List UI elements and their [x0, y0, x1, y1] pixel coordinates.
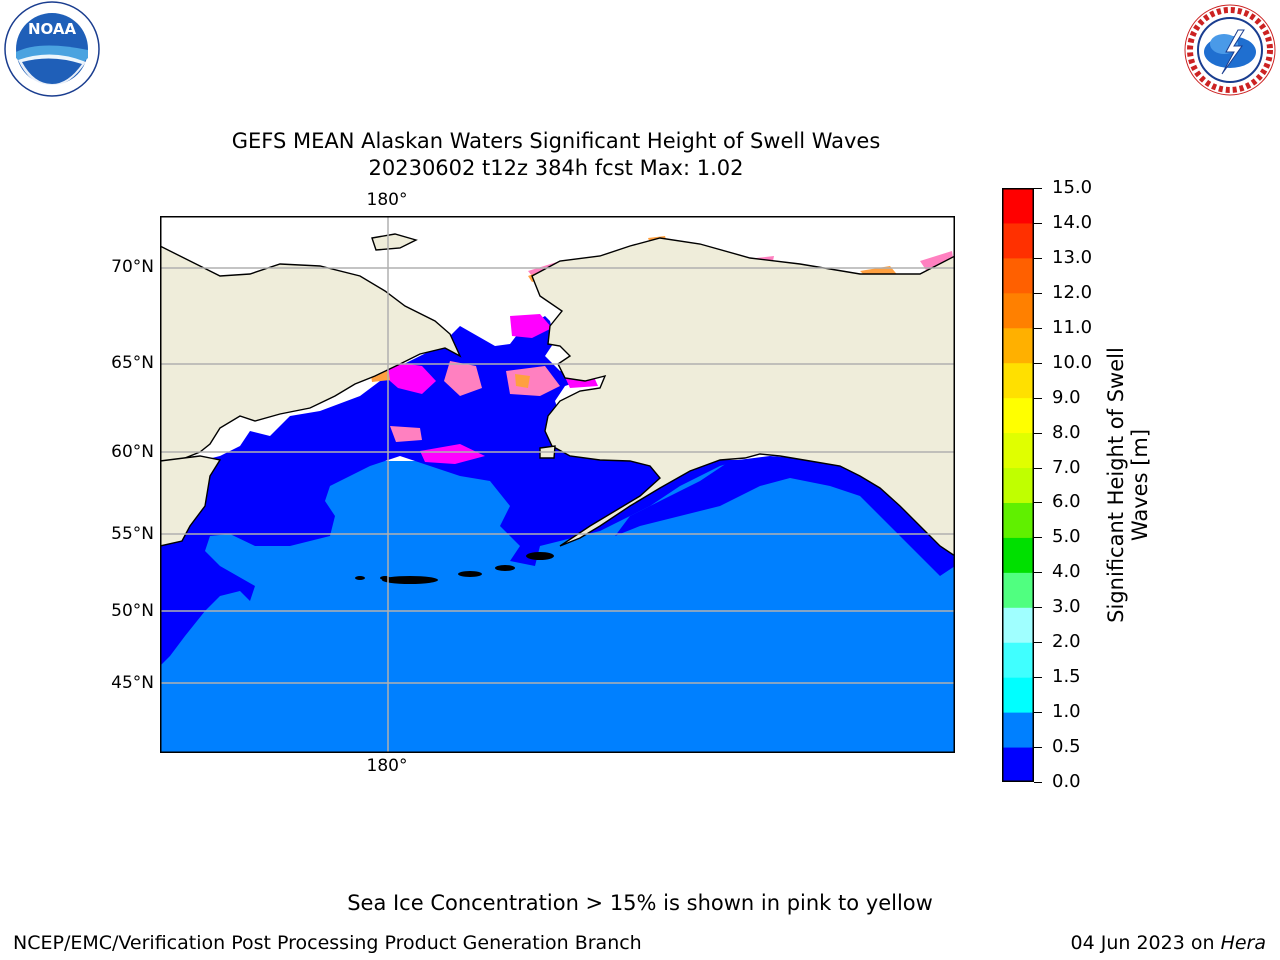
lat-label-45: 45°N	[111, 673, 154, 693]
colorbar-tick-mark	[1034, 222, 1042, 224]
colorbar-tick-mark	[1034, 537, 1042, 539]
colorbar-bin	[1002, 292, 1034, 329]
colorbar-tick-label: 0.5	[1052, 736, 1081, 758]
graticule	[160, 216, 955, 753]
sea-ice-note: Sea Ice Concentration > 15% is shown in …	[347, 891, 933, 915]
run-date: 04 Jun 2023 on Hera	[1071, 932, 1266, 954]
colorbar-tick-label: 6.0	[1052, 491, 1081, 513]
lat-label-55: 55°N	[111, 524, 154, 544]
lon-label-bottom: 180°	[366, 756, 408, 776]
lon-label-top: 180°	[366, 190, 408, 210]
swell-height-map	[160, 216, 955, 753]
colorbar-tick-label: 13.0	[1052, 246, 1093, 268]
colorbar-bin	[1002, 572, 1034, 608]
colorbar-tick-mark	[1034, 432, 1042, 434]
colorbar-bin	[1002, 677, 1034, 713]
colorbar-tick-mark	[1034, 327, 1042, 329]
lat-label-60: 60°N	[111, 442, 154, 462]
colorbar-tick-label: 3.0	[1052, 596, 1081, 618]
machine-name: Hera	[1220, 932, 1266, 954]
lat-label-65: 65°N	[111, 353, 154, 373]
colorbar-tick-label: 2.0	[1052, 631, 1081, 653]
colorbar-bin	[1002, 188, 1034, 224]
colorbar-bin	[1002, 502, 1034, 538]
colorbar-tick-mark	[1034, 572, 1042, 574]
colorbar-bin	[1002, 432, 1034, 469]
colorbar-bin	[1002, 397, 1034, 434]
colorbar-bin	[1002, 327, 1034, 364]
colorbar-bin	[1002, 537, 1034, 573]
colorbar-tick-label: 12.0	[1052, 281, 1093, 303]
colorbar-tick-mark	[1034, 712, 1042, 714]
colorbar-bin	[1002, 747, 1034, 782]
colorbar-tick-mark	[1034, 188, 1042, 189]
colorbar-bin	[1002, 222, 1034, 259]
colorbar-tick-label: 1.0	[1052, 701, 1081, 723]
colorbar-tick-label: 1.5	[1052, 666, 1081, 688]
colorbar-tick-mark	[1034, 257, 1042, 259]
colorbar-tick-mark	[1034, 502, 1042, 504]
branch-credit: NCEP/EMC/Verification Post Processing Pr…	[13, 932, 642, 954]
colorbar-label-line2: Waves [m]	[1128, 428, 1152, 542]
lat-label-70: 70°N	[111, 257, 154, 277]
colorbar-tick-mark	[1034, 467, 1042, 469]
colorbar-tick-label: 7.0	[1052, 456, 1081, 478]
colorbar	[1002, 188, 1034, 782]
colorbar-label-line1: Significant Height of Swell	[1104, 347, 1128, 623]
colorbar-tick-mark	[1034, 747, 1042, 749]
colorbar-bin	[1002, 362, 1034, 399]
colorbar-tick-label: 11.0	[1052, 316, 1093, 338]
lat-label-50: 50°N	[111, 601, 154, 621]
colorbar-bin	[1002, 607, 1034, 643]
colorbar-bin	[1002, 642, 1034, 678]
colorbar-tick-label: 14.0	[1052, 211, 1093, 233]
noaa-logo: NOAA	[0, 0, 104, 100]
nws-logo	[1178, 0, 1280, 100]
colorbar-bin	[1002, 712, 1034, 748]
noaa-logo-text: NOAA	[28, 20, 77, 38]
colorbar-tick-label: 15.0	[1052, 177, 1093, 198]
colorbar-tick-mark	[1034, 642, 1042, 644]
colorbar-tick-mark	[1034, 607, 1042, 609]
colorbar-tick-mark	[1034, 362, 1042, 364]
colorbar-tick-label: 9.0	[1052, 386, 1081, 408]
map-subtitle: 20230602 t12z 384h fcst Max: 1.02	[368, 156, 744, 180]
run-date-text: 04 Jun 2023 on	[1070, 932, 1221, 954]
colorbar-bin	[1002, 257, 1034, 294]
colorbar-tick-label: 10.0	[1052, 351, 1093, 373]
colorbar-tick-label: 5.0	[1052, 526, 1081, 548]
colorbar-tick-mark	[1034, 782, 1042, 783]
colorbar-tick-mark	[1034, 292, 1042, 294]
colorbar-tick-label: 0.0	[1052, 771, 1081, 792]
map-title: GEFS MEAN Alaskan Waters Significant Hei…	[231, 129, 881, 153]
land	[160, 233, 955, 557]
colorbar-tick-label: 8.0	[1052, 421, 1081, 443]
colorbar-tick-mark	[1034, 397, 1042, 399]
colorbar-tick-label: 4.0	[1052, 561, 1081, 583]
colorbar-tick-mark	[1034, 677, 1042, 679]
colorbar-bin	[1002, 467, 1034, 503]
